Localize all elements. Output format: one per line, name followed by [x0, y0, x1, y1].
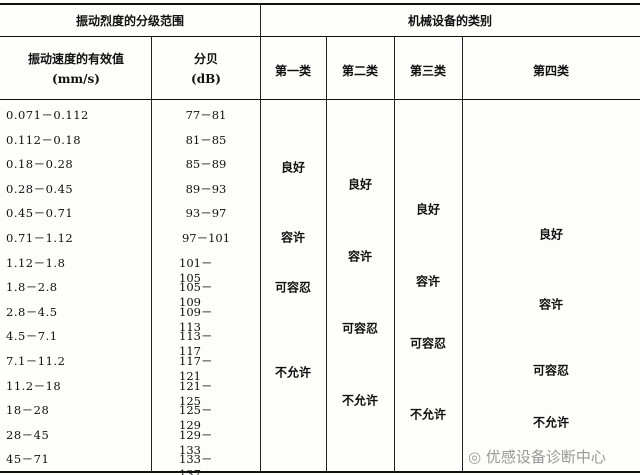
- col-header-velocity-unit: (mm/s): [52, 72, 100, 86]
- table-row: 0.45－0.71 93－97: [0, 200, 260, 225]
- table-row: 1.8－2.8 105－109: [0, 274, 260, 309]
- velocity-range: 0.071－0.112: [6, 108, 89, 122]
- column-divider: [260, 4, 261, 472]
- db-range: 101－105: [179, 255, 213, 285]
- column-divider: [394, 37, 395, 472]
- velocity-range: 1.8－2.8: [6, 280, 58, 295]
- table-row: 45－71 133－137: [0, 446, 260, 475]
- velocity-range: 0.112－0.18: [6, 132, 82, 147]
- col-header-velocity: 振动速度的有效值: [27, 52, 125, 66]
- db-range: 121－125: [179, 378, 213, 408]
- class4-good: 良好: [538, 227, 564, 242]
- header-divider: [0, 36, 640, 37]
- velocity-range: 11.2－18: [6, 378, 62, 393]
- db-range: 77－81: [185, 108, 227, 122]
- velocity-range: 0.28－0.45: [6, 181, 74, 196]
- header-bottom-border: [0, 99, 640, 100]
- class3-unacceptable: 不允许: [409, 407, 447, 422]
- db-range: 89－93: [185, 181, 227, 196]
- class1-good: 良好: [280, 160, 306, 175]
- class2-tolerable: 可容忍: [341, 321, 379, 336]
- table-row: 7.1－11.2 117－121: [0, 348, 260, 383]
- wechat-icon: ◎: [468, 448, 486, 466]
- table-top-border: [0, 3, 640, 5]
- table-row: 2.8－4.5 109－113: [0, 299, 260, 334]
- table-row: 18－28 125－129: [0, 397, 260, 432]
- col-header-class3: 第三类: [409, 64, 447, 78]
- col-header-db: 分贝: [193, 52, 219, 66]
- db-range: 81－85: [185, 132, 227, 147]
- velocity-range: 4.5－7.1: [6, 329, 58, 344]
- table-row: 0.112－0.18 81－85: [0, 127, 260, 152]
- db-range: 97－101: [181, 231, 231, 245]
- db-range: 117－121: [179, 354, 213, 383]
- table-row: 0.18－0.28 85－89: [0, 151, 260, 176]
- class1-acceptable: 容许: [280, 230, 306, 245]
- table-row: 0.071－0.112 77－81: [0, 102, 260, 127]
- class1-unacceptable: 不允许: [274, 365, 312, 380]
- class3-tolerable: 可容忍: [409, 336, 447, 351]
- db-range: 113－117: [179, 329, 213, 359]
- col-header-db-unit: (dB): [191, 72, 221, 86]
- velocity-range: 18－28: [6, 403, 50, 418]
- class2-unacceptable: 不允许: [341, 393, 379, 408]
- group-header-machine-class: 机械设备的类别: [407, 14, 493, 28]
- db-range: 85－89: [185, 157, 227, 172]
- col-header-class4: 第四类: [532, 64, 570, 78]
- db-range: 105－109: [179, 280, 213, 310]
- table-row: 28－45 129－133: [0, 422, 260, 457]
- velocity-range: 0.45－0.71: [6, 206, 74, 221]
- class2-acceptable: 容许: [347, 249, 373, 264]
- class4-acceptable: 容许: [538, 297, 564, 312]
- class2-good: 良好: [347, 177, 373, 192]
- db-range: 125－129: [179, 403, 213, 433]
- class1-tolerable: 可容忍: [274, 280, 312, 295]
- table-row: 0.28－0.45 89－93: [0, 176, 260, 201]
- column-divider: [151, 37, 152, 472]
- class3-acceptable: 容许: [415, 274, 441, 289]
- class4-unacceptable: 不允许: [532, 415, 570, 430]
- velocity-range: 7.1－11.2: [6, 354, 66, 368]
- velocity-range: 28－45: [6, 427, 50, 442]
- velocity-range: 2.8－4.5: [6, 304, 58, 319]
- table-row: 1.12－1.8 101－105: [0, 250, 260, 285]
- table-row: 4.5－7.1 113－117: [0, 323, 260, 358]
- col-header-class1: 第一类: [274, 64, 312, 78]
- velocity-range: 0.18－0.28: [6, 157, 74, 172]
- table-row: 0.71－1.12 97－101: [0, 225, 260, 250]
- column-divider: [326, 37, 327, 472]
- table-row: 11.2－18 121－125: [0, 373, 260, 408]
- column-divider: [462, 37, 463, 472]
- watermark: ◎ 优感设备诊断中心: [468, 448, 606, 466]
- col-header-class2: 第二类: [341, 64, 379, 78]
- db-range: 93－97: [185, 206, 227, 221]
- velocity-range: 45－71: [6, 452, 50, 467]
- db-range: 133－137: [179, 452, 213, 475]
- class3-good: 良好: [415, 202, 441, 217]
- db-range: 109－113: [179, 304, 213, 334]
- velocity-range: 1.12－1.8: [6, 255, 66, 270]
- group-header-severity: 振动烈度的分级范围: [75, 14, 185, 28]
- table-bottom-border: [0, 471, 640, 473]
- class4-tolerable: 可容忍: [532, 363, 570, 378]
- velocity-range: 0.71－1.12: [6, 231, 74, 245]
- db-range: 129－133: [179, 427, 213, 457]
